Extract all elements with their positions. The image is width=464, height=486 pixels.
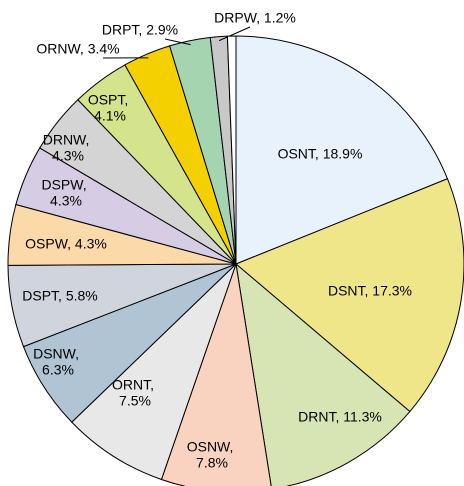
- slice-label: DRPT, 2.9%: [102, 22, 178, 38]
- pie-slice: [160, 263, 272, 486]
- pie-slice: [71, 263, 237, 481]
- pie-slice: [235, 178, 464, 413]
- slice-label: DSPT, 5.8%: [22, 288, 97, 304]
- pie-slice: [226, 35, 237, 265]
- slice-label: DSNT, 17.3%: [328, 283, 412, 299]
- leader-line: [218, 26, 251, 42]
- leader-line: [164, 38, 191, 46]
- slice-label: DRNT, 11.3%: [298, 409, 382, 425]
- slice-label: OSPT, 4.1%: [88, 91, 132, 123]
- slice-label: OSNT, 18.9%: [278, 146, 363, 162]
- slice-label: OSPW, 4.3%: [25, 236, 107, 252]
- slice-label: DSPW, 4.3%: [41, 176, 90, 208]
- slice-label: ORNW, 3.4%: [36, 41, 119, 57]
- slice-label: OSNW, 7.8%: [187, 438, 238, 470]
- slice-label: DRPW, 1.2%: [214, 10, 296, 26]
- pie-slice: [235, 262, 411, 486]
- slice-label: ORNT, 7.5%: [112, 376, 158, 408]
- pie-slice: [235, 35, 449, 265]
- slice-label: DRNW, 4.3%: [43, 131, 94, 163]
- slice-label: DSNW, 6.3%: [33, 345, 83, 377]
